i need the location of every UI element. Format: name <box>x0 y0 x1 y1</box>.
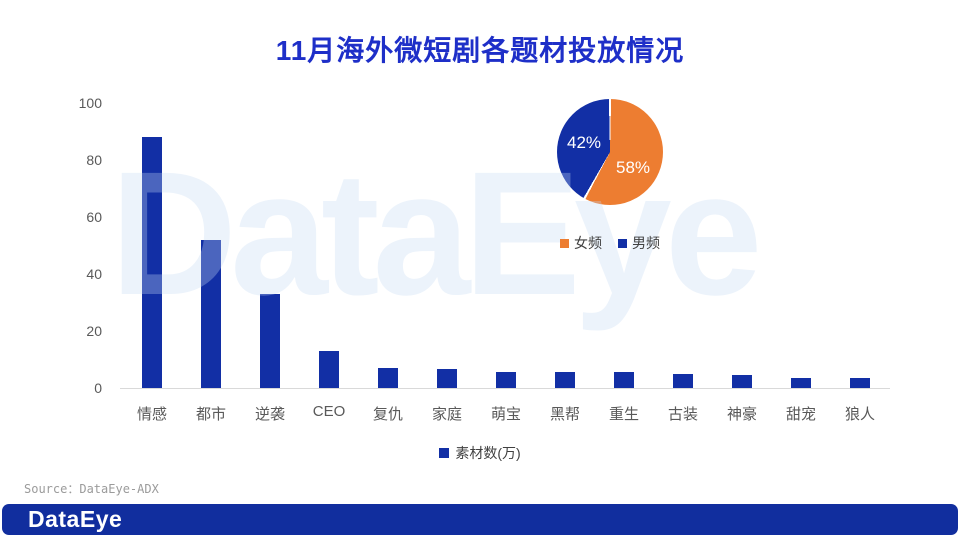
y-tick-label: 20 <box>86 323 102 339</box>
bar <box>378 368 398 388</box>
bar <box>791 378 811 388</box>
y-tick-label: 80 <box>86 152 102 168</box>
bar <box>673 373 693 388</box>
bar-legend: 素材数(万) <box>0 443 960 463</box>
bar <box>201 239 221 388</box>
x-category-label: 逆袭 <box>254 406 285 423</box>
y-tick-label: 0 <box>94 380 102 396</box>
legend-swatch-icon <box>439 448 450 458</box>
x-category-label: 甜宠 <box>785 406 816 423</box>
pie-legend-item: 男频 <box>618 233 660 253</box>
x-category-label: 情感 <box>136 406 167 423</box>
y-tick-label: 100 <box>78 95 102 111</box>
pie-legend: 女频 男频 <box>510 233 710 253</box>
x-category-label: 家庭 <box>431 406 462 423</box>
x-category-label: 萌宝 <box>490 406 521 423</box>
x-category-label: 黑帮 <box>549 406 580 423</box>
footer-bar: DataEye <box>2 504 958 535</box>
pie-legend-item: 女频 <box>560 233 602 253</box>
pie-legend-label: 男频 <box>632 235 660 251</box>
y-tick-label: 40 <box>86 266 102 282</box>
bar <box>732 375 752 388</box>
dataeye-logo: DataEye <box>28 506 123 532</box>
page-title: 11月海外微短剧各题材投放情况 <box>275 35 685 66</box>
bar-legend-label: 素材数(万) <box>455 445 521 461</box>
pie-chart <box>557 99 663 205</box>
bar <box>260 293 280 388</box>
pie-legend-label: 女频 <box>574 235 602 251</box>
bar <box>496 372 516 388</box>
bar <box>850 378 870 388</box>
bar <box>437 368 457 388</box>
x-category-label: 神豪 <box>726 406 757 423</box>
pie-label-male-share: 42% <box>566 133 602 152</box>
x-category-label: CEO <box>312 403 346 420</box>
legend-swatch-icon <box>618 238 627 248</box>
pie-label-female-share: 58% <box>615 158 651 177</box>
bar <box>555 372 575 388</box>
x-axis-line <box>120 388 890 389</box>
bar <box>142 137 162 388</box>
x-category-label: 都市 <box>195 406 226 423</box>
bar <box>614 372 634 388</box>
legend-swatch-icon <box>560 238 569 248</box>
x-category-label: 复仇 <box>372 406 403 423</box>
bar <box>319 350 339 388</box>
x-category-label: 古装 <box>667 406 698 423</box>
x-category-label: 重生 <box>608 406 639 423</box>
y-tick-label: 60 <box>86 209 102 225</box>
x-category-label: 狼人 <box>844 406 875 423</box>
source-note: Source：DataEye-ADX <box>24 482 159 496</box>
